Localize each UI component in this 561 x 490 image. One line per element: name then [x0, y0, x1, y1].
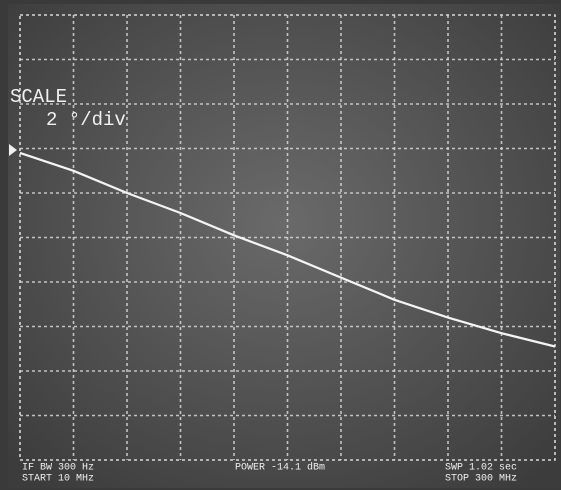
scale-title: SCALE: [10, 86, 67, 108]
if-bw: IF BW 300 Hz: [22, 463, 94, 474]
scale-value: 2 °/div: [46, 109, 126, 131]
stop-frequency: STOP 300 MHz: [445, 474, 517, 485]
sweep-time: SWP 1.02 sec: [445, 463, 517, 474]
start-frequency: START 10 MHz: [22, 474, 94, 485]
graticule: [20, 15, 555, 460]
graticule-frame: [19, 14, 556, 461]
trace: [19, 151, 556, 348]
reference-marker: [9, 144, 17, 156]
power: POWER -14.1 dBm: [235, 462, 325, 474]
screen: [8, 4, 560, 488]
